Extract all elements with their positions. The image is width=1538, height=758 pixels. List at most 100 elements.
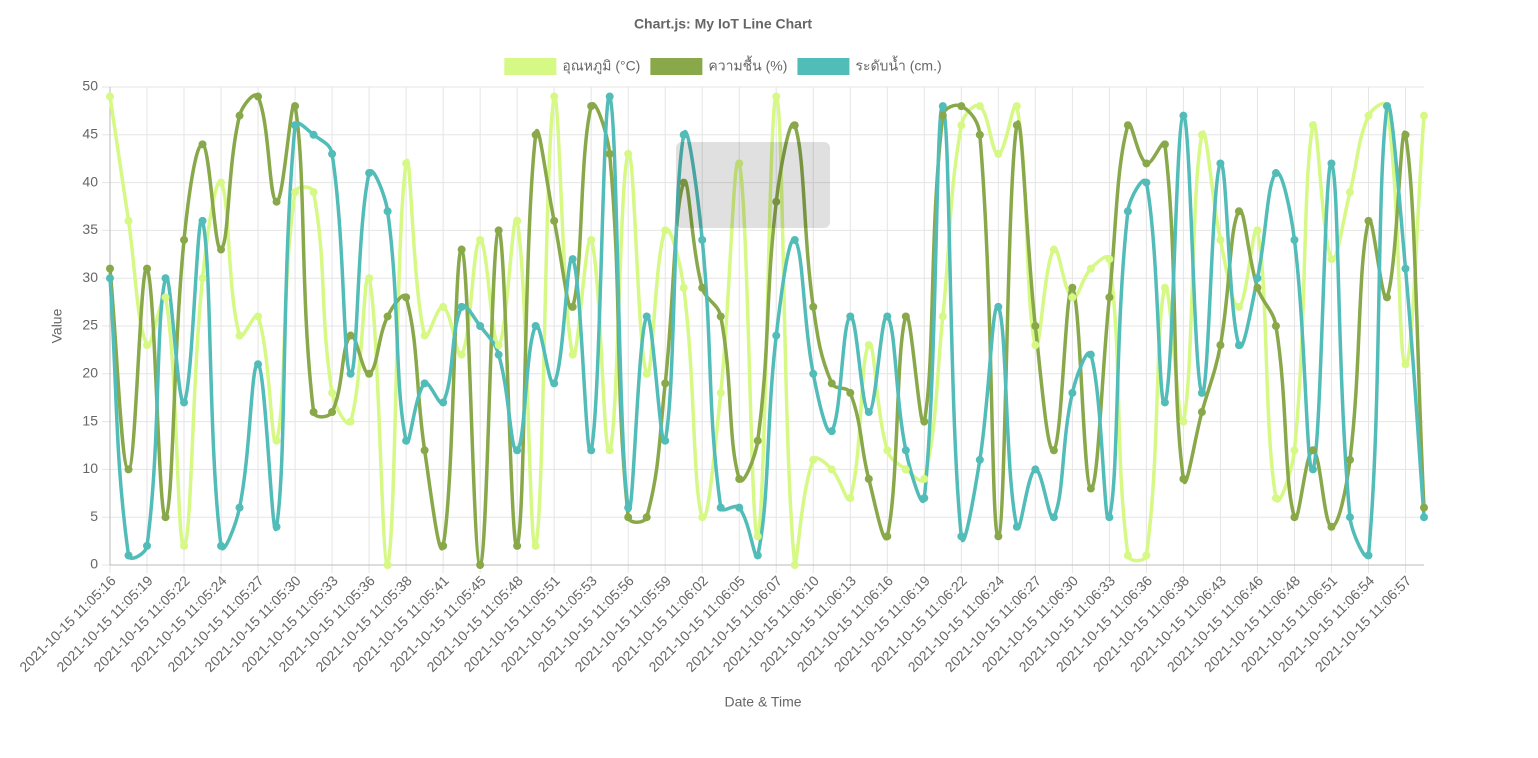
data-point <box>642 513 651 522</box>
data-point <box>420 446 429 455</box>
data-point <box>328 408 337 417</box>
data-point <box>235 331 244 340</box>
data-point <box>994 532 1003 541</box>
data-point <box>1253 283 1262 292</box>
data-point <box>1031 322 1040 330</box>
data-point <box>272 522 281 531</box>
data-point <box>1142 178 1151 187</box>
data-point <box>161 293 170 302</box>
data-point <box>938 312 947 321</box>
data-point <box>1401 130 1410 139</box>
data-point <box>790 121 799 130</box>
data-point <box>420 379 429 388</box>
data-point <box>864 474 873 483</box>
data-point <box>605 92 614 101</box>
data-point <box>1401 264 1410 273</box>
data-point <box>1197 388 1206 397</box>
data-point <box>309 408 318 417</box>
data-point <box>1290 235 1299 244</box>
data-point <box>568 255 577 264</box>
data-point <box>346 369 355 378</box>
data-point <box>106 274 114 283</box>
y-tick-label: 15 <box>82 412 98 428</box>
data-point <box>698 283 707 292</box>
data-point <box>846 494 855 503</box>
y-tick-label: 0 <box>90 556 98 572</box>
data-point <box>439 398 448 407</box>
data-point <box>494 350 503 359</box>
data-point <box>402 293 411 302</box>
series-line <box>108 93 1426 567</box>
data-point <box>402 436 411 445</box>
data-point <box>901 465 910 474</box>
data-point <box>587 102 596 111</box>
data-point <box>328 388 337 397</box>
data-point <box>957 102 966 111</box>
data-point <box>550 92 559 101</box>
data-point <box>938 102 947 111</box>
data-point <box>679 178 688 187</box>
legend-label: ความชื้น (%) <box>708 56 787 74</box>
data-point <box>309 188 318 197</box>
data-point <box>217 245 226 254</box>
data-point <box>1142 159 1151 168</box>
data-point <box>124 216 133 225</box>
data-point <box>1049 513 1058 522</box>
data-point <box>790 561 799 569</box>
data-point <box>1327 159 1336 168</box>
data-point <box>402 159 411 168</box>
data-point <box>901 312 910 321</box>
data-point <box>753 532 762 541</box>
legend-swatch <box>504 58 557 75</box>
data-point <box>383 312 392 321</box>
data-point <box>568 302 577 311</box>
data-point <box>198 216 207 225</box>
data-point <box>1086 484 1095 493</box>
data-point <box>1216 159 1225 168</box>
data-point <box>235 111 244 120</box>
data-point <box>513 446 522 455</box>
data-point <box>772 197 781 206</box>
data-point <box>661 226 670 235</box>
data-point <box>291 188 300 197</box>
data-point <box>254 312 263 321</box>
data-point <box>1123 207 1132 216</box>
data-point <box>975 130 984 139</box>
data-point <box>735 474 744 483</box>
data-point <box>235 503 244 512</box>
data-point <box>883 532 892 541</box>
data-point <box>1290 446 1299 455</box>
data-point <box>1234 341 1243 350</box>
data-point <box>846 312 855 321</box>
data-point <box>254 360 263 369</box>
y-tick-label: 20 <box>82 365 98 381</box>
data-point <box>1123 551 1132 560</box>
data-point <box>1420 503 1428 512</box>
data-point <box>346 417 355 426</box>
data-point <box>346 331 355 340</box>
data-point <box>864 408 873 417</box>
data-point <box>1364 111 1373 120</box>
data-point <box>1179 417 1188 426</box>
data-point <box>291 121 300 130</box>
data-point <box>439 302 448 311</box>
data-point <box>1105 513 1114 522</box>
data-point <box>1068 388 1077 397</box>
data-point <box>531 130 540 139</box>
data-point <box>1234 207 1243 216</box>
data-point <box>1049 245 1058 254</box>
data-point <box>106 92 114 101</box>
data-point <box>439 541 448 550</box>
x-axis-title: Date & Time <box>724 694 801 710</box>
data-point <box>1049 446 1058 455</box>
data-point <box>1068 293 1077 302</box>
data-point <box>198 140 207 149</box>
data-point <box>1105 255 1114 264</box>
data-point <box>809 369 818 378</box>
data-point <box>476 561 485 569</box>
data-point <box>920 417 929 426</box>
data-point <box>1012 102 1021 111</box>
data-point <box>605 149 614 158</box>
data-point <box>550 379 559 388</box>
data-point <box>827 465 836 474</box>
